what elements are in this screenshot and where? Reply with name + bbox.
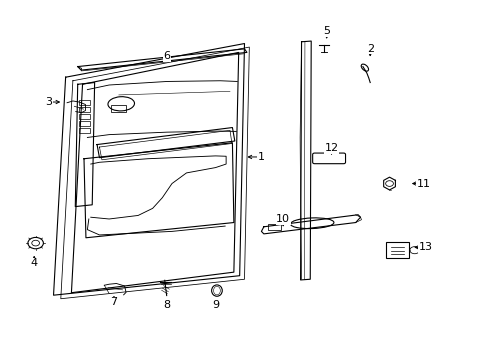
Text: 11: 11 [415, 179, 429, 189]
Text: 8: 8 [163, 300, 170, 310]
Text: 4: 4 [31, 258, 38, 268]
Text: 5: 5 [323, 26, 329, 36]
Text: 12: 12 [324, 143, 338, 153]
Text: 2: 2 [366, 44, 373, 54]
Text: 10: 10 [276, 214, 289, 224]
Text: 3: 3 [45, 97, 52, 107]
Text: 9: 9 [211, 300, 219, 310]
Text: 6: 6 [163, 51, 170, 61]
Text: 7: 7 [110, 297, 117, 307]
Text: 1: 1 [257, 152, 264, 162]
Text: 13: 13 [418, 242, 432, 252]
